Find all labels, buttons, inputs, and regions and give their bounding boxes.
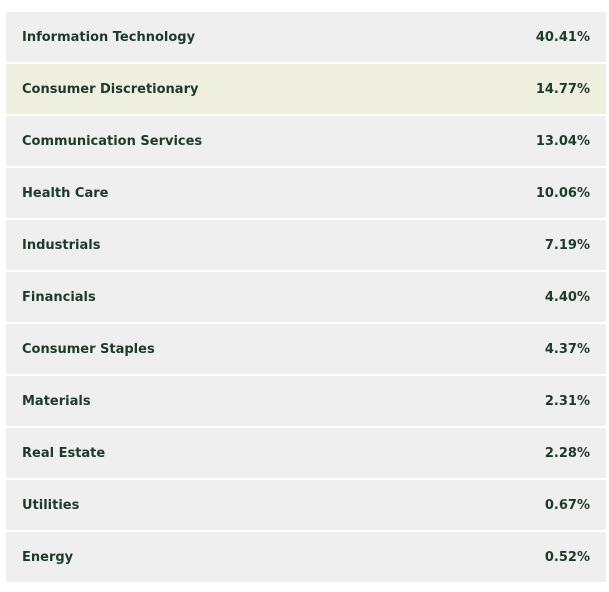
sector-name: Energy <box>22 549 74 565</box>
sector-name: Financials <box>22 289 96 305</box>
table-row[interactable]: Information Technology 40.41% <box>6 12 606 64</box>
sector-weight: 7.19% <box>544 237 590 253</box>
sector-name: Utilities <box>22 497 80 513</box>
sector-weight: 0.67% <box>544 497 590 513</box>
sector-weight: 4.40% <box>544 289 590 305</box>
table-row[interactable]: Consumer Staples 4.37% <box>6 324 606 376</box>
sector-weight: 14.77% <box>535 81 590 97</box>
table-row[interactable]: Energy 0.52% <box>6 532 606 584</box>
table-row[interactable]: Utilities 0.67% <box>6 480 606 532</box>
table-row[interactable]: Real Estate 2.28% <box>6 428 606 480</box>
sector-name: Communication Services <box>22 133 203 149</box>
sector-name: Industrials <box>22 237 101 253</box>
table-row[interactable]: Industrials 7.19% <box>6 220 606 272</box>
table-row[interactable]: Consumer Discretionary 14.77% <box>6 64 606 116</box>
sector-weight: 2.31% <box>544 393 590 409</box>
sector-name: Materials <box>22 393 91 409</box>
sector-weight: 13.04% <box>535 133 590 149</box>
sector-weight: 2.28% <box>544 445 590 461</box>
sector-weight: 4.37% <box>544 341 590 357</box>
sector-weight: 10.06% <box>535 185 590 201</box>
table-row[interactable]: Materials 2.31% <box>6 376 606 428</box>
sector-name: Consumer Discretionary <box>22 81 199 97</box>
sector-name: Real Estate <box>22 445 106 461</box>
sector-name: Health Care <box>22 185 109 201</box>
table-row[interactable]: Communication Services 13.04% <box>6 116 606 168</box>
sector-name: Information Technology <box>22 29 196 45</box>
sector-name: Consumer Staples <box>22 341 155 357</box>
sector-weight: 40.41% <box>535 29 590 45</box>
sector-weight: 0.52% <box>544 549 590 565</box>
table-row[interactable]: Financials 4.40% <box>6 272 606 324</box>
table-row[interactable]: Health Care 10.06% <box>6 168 606 220</box>
sector-allocation-table: Information Technology 40.41% Consumer D… <box>6 12 606 584</box>
